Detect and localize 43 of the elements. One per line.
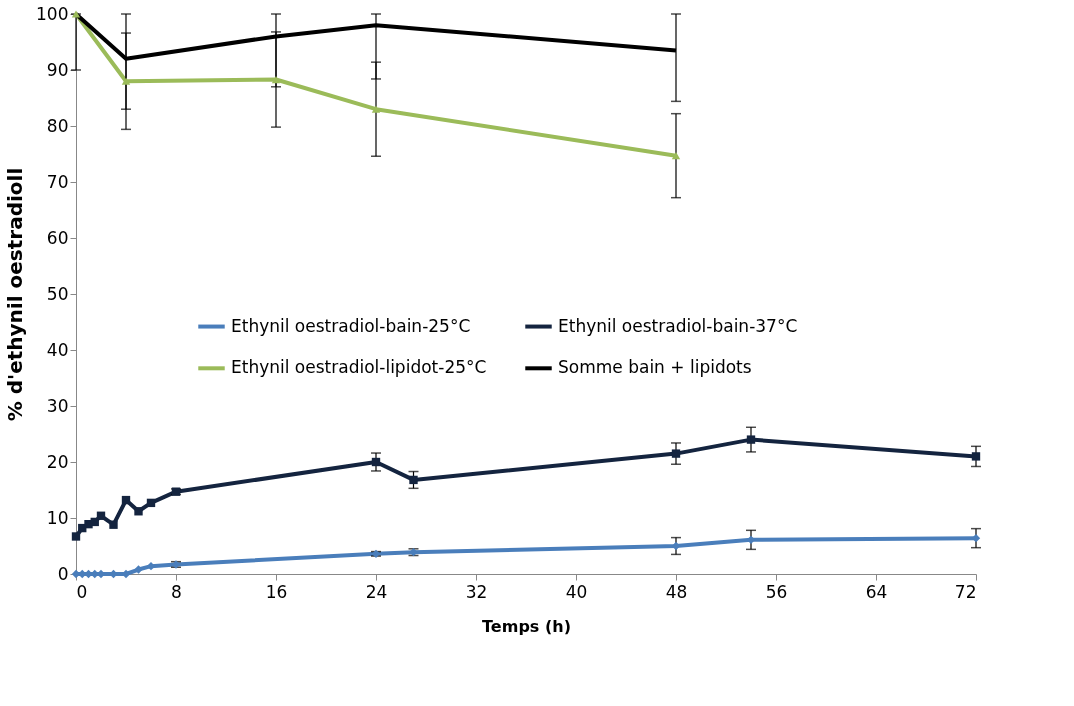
legend-label: Somme bain + lipidots <box>558 357 752 378</box>
x-tick-label: 40 <box>565 581 588 602</box>
point <box>109 520 118 529</box>
point <box>671 152 681 160</box>
x-tick-label: 48 <box>665 581 688 602</box>
y-tick-label: 60 <box>46 227 69 248</box>
point <box>96 511 106 520</box>
point <box>671 449 681 458</box>
y-tick-label: 20 <box>46 451 69 472</box>
x-tick-label: 72 <box>954 581 977 602</box>
point <box>71 532 81 541</box>
point <box>271 75 281 84</box>
x-tick-label: 16 <box>265 581 288 602</box>
point <box>134 565 143 574</box>
x-axis-title: Temps (h) <box>482 616 571 636</box>
y-tick-label: 100 <box>36 3 69 24</box>
y-tick-label: 0 <box>57 563 69 584</box>
point <box>971 452 981 461</box>
point <box>409 475 418 485</box>
y-tick-label: 90 <box>46 59 69 80</box>
y-tick-label: 80 <box>46 115 69 136</box>
point <box>121 77 131 85</box>
point <box>134 507 143 516</box>
x-tick-label: 8 <box>171 581 182 602</box>
point <box>746 435 756 444</box>
x-tick-label: 24 <box>365 581 388 602</box>
y-axis-title: % d'ethynil oestradioll <box>3 167 28 422</box>
x-tick-label: 56 <box>765 581 788 602</box>
point <box>121 495 131 505</box>
x-tick-label: 32 <box>465 581 488 602</box>
legend-label: Ethynil oestradiol-bain-25°C <box>231 315 471 336</box>
point <box>371 457 381 467</box>
point <box>146 498 156 508</box>
y-tick-label: 10 <box>46 507 69 528</box>
y-tick-label: 50 <box>46 283 69 304</box>
legend-label: Ethynil oestradiol-bain-37°C <box>558 315 798 336</box>
y-tick-label: 40 <box>46 339 69 360</box>
y-tick-label: 70 <box>46 171 69 192</box>
legend-label: Ethynil oestradiol-lipidot-25°C <box>231 357 487 378</box>
x-tick-label: 0 <box>76 581 88 602</box>
y-tick-label: 30 <box>46 395 69 416</box>
x-tick-label: 64 <box>865 581 888 602</box>
point <box>371 105 381 113</box>
